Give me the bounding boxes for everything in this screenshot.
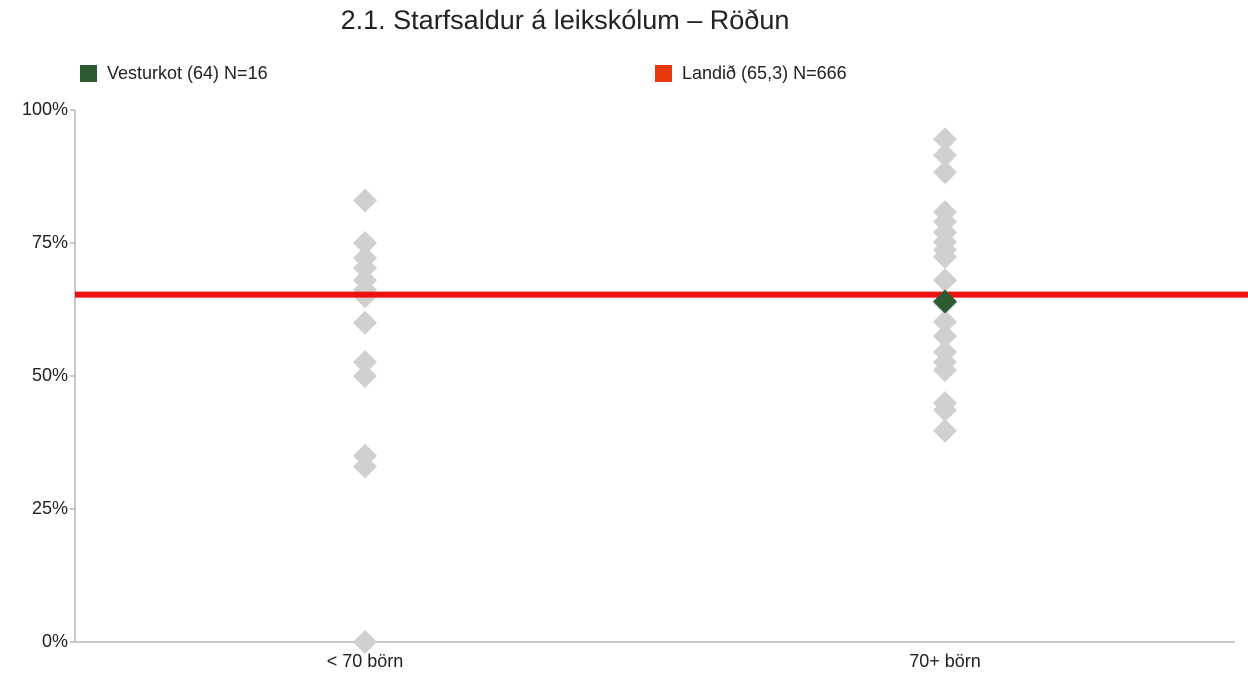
point — [353, 231, 377, 255]
point — [933, 309, 957, 334]
point — [353, 350, 377, 375]
point — [933, 289, 957, 314]
y-tick-label: 75% — [32, 232, 68, 252]
point — [933, 244, 957, 269]
point — [353, 256, 377, 281]
point — [353, 310, 377, 335]
legend-swatch — [80, 65, 97, 82]
point — [933, 418, 957, 443]
point — [933, 398, 957, 423]
y-tick-label: 25% — [32, 498, 68, 518]
point — [353, 630, 377, 654]
y-tick-label: 100% — [22, 99, 68, 119]
point — [933, 127, 957, 152]
x-tick-label: < 70 börn — [327, 651, 404, 671]
point — [933, 160, 957, 185]
x-tick-label: 70+ börn — [909, 651, 981, 671]
point — [353, 188, 377, 213]
point — [933, 268, 957, 293]
point — [933, 358, 957, 383]
point — [353, 364, 377, 388]
point — [933, 143, 957, 168]
legend-label: Vesturkot (64) N=16 — [107, 63, 268, 83]
legend-swatch — [655, 65, 672, 82]
chart-title: 2.1. Starfsaldur á leikskólum – Röðun — [341, 5, 790, 35]
y-tick-label: 50% — [32, 365, 68, 385]
y-tick-label: 0% — [42, 631, 68, 651]
point — [353, 454, 377, 479]
point — [933, 324, 957, 349]
legend-label: Landið (65,3) N=666 — [682, 63, 847, 83]
